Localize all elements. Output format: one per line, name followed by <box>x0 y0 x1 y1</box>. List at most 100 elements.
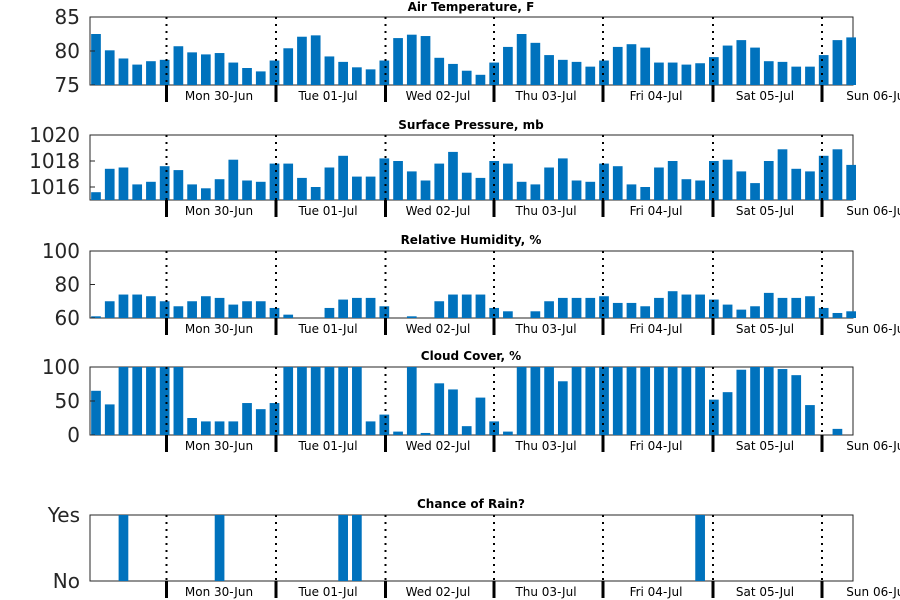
bar <box>503 163 513 200</box>
bar <box>626 302 637 318</box>
bar <box>393 431 403 435</box>
bar <box>146 367 156 435</box>
bar <box>667 161 678 200</box>
bar <box>448 389 458 435</box>
bar <box>200 54 211 85</box>
bar <box>695 515 705 581</box>
bar <box>681 179 692 200</box>
x-tick-label: Sat 05-Jul <box>736 585 794 599</box>
bar <box>352 297 362 318</box>
bar <box>104 50 115 85</box>
bar <box>242 180 252 200</box>
bar <box>434 57 445 85</box>
bar <box>695 180 705 200</box>
bar <box>777 297 788 318</box>
bar <box>448 151 458 200</box>
bar <box>695 63 705 85</box>
panel-5: No Yes Mon 30-Jun Tue 01-Jul Wed 02-Jul Thu 0… <box>47 497 900 599</box>
bar <box>805 296 815 318</box>
bar <box>255 301 266 318</box>
bar <box>200 421 211 435</box>
bar <box>612 166 623 200</box>
bar <box>104 301 115 318</box>
x-tick-label: Sat 05-Jul <box>736 204 794 218</box>
panel-title: Air Temperature, F <box>408 0 535 14</box>
bar <box>777 149 788 200</box>
x-tick-label: Sat 05-Jul <box>736 322 794 336</box>
x-tick-label: Thu 03-Jul <box>514 322 576 336</box>
bar <box>255 71 266 85</box>
bar <box>777 369 788 435</box>
y-tick-label: 0 <box>67 423 80 447</box>
bar <box>818 307 829 318</box>
bar <box>599 163 609 200</box>
bar <box>530 311 541 318</box>
bar <box>159 166 170 200</box>
bar <box>406 367 417 435</box>
panel-1: 75 80 85 Mon 30-Jun Tue 01-Jul Wed 02-Jul Thu … <box>55 0 900 103</box>
x-tick-label: Thu 03-Jul <box>514 204 576 218</box>
bar <box>228 159 239 200</box>
bar <box>791 297 802 318</box>
bar <box>379 414 390 435</box>
bar <box>297 177 307 200</box>
bar <box>255 409 266 435</box>
bar <box>544 167 554 200</box>
bar <box>722 392 733 435</box>
bar <box>763 367 774 435</box>
bar <box>269 403 280 435</box>
y-tick-label: 50 <box>55 389 80 413</box>
bar <box>118 58 129 85</box>
bar <box>750 47 760 85</box>
bar <box>420 180 431 200</box>
x-tick-label: Tue 01-Jul <box>297 439 357 453</box>
bar <box>805 171 815 200</box>
bar <box>503 431 513 435</box>
panel-title: Cloud Cover, % <box>421 349 521 363</box>
bar <box>503 311 513 318</box>
bar <box>132 294 143 318</box>
bar <box>132 64 143 85</box>
bar <box>654 367 664 435</box>
bar <box>461 70 472 85</box>
bar <box>585 297 596 318</box>
bar <box>132 184 143 200</box>
y-tick-label: 75 <box>55 73 80 97</box>
bar <box>654 62 664 85</box>
bar <box>146 296 156 318</box>
bar <box>475 397 486 435</box>
bar <box>434 163 445 200</box>
bar <box>228 421 239 435</box>
bar <box>557 59 568 85</box>
bar <box>118 167 129 200</box>
bar <box>750 306 760 318</box>
bar <box>475 74 486 85</box>
bar <box>379 60 390 85</box>
bar <box>640 367 651 435</box>
bar <box>544 55 554 85</box>
bar <box>406 34 417 85</box>
panel-title: Relative Humidity, % <box>401 233 542 247</box>
bar <box>461 294 472 318</box>
bar <box>338 515 348 581</box>
x-tick-label: Fri 04-Jul <box>630 204 683 218</box>
bar <box>187 52 197 85</box>
bar <box>832 428 843 435</box>
bar <box>283 314 294 318</box>
bar <box>91 34 101 85</box>
x-tick-label: Mon 30-Jun <box>185 89 253 103</box>
bar <box>544 301 554 318</box>
bar <box>283 367 294 435</box>
bar <box>571 180 582 200</box>
x-tick-label: Sun 06-Jul <box>846 585 900 599</box>
x-tick-label: Wed 02-Jul <box>406 204 471 218</box>
bar <box>242 403 252 435</box>
bar <box>667 367 678 435</box>
bar <box>242 68 252 85</box>
bar <box>516 181 527 200</box>
y-tick-label: 100 <box>42 355 80 379</box>
x-tick-label: Sun 06-Jul <box>846 89 900 103</box>
bar <box>448 294 458 318</box>
bar <box>667 291 678 318</box>
x-tick-label: Tue 01-Jul <box>297 89 357 103</box>
